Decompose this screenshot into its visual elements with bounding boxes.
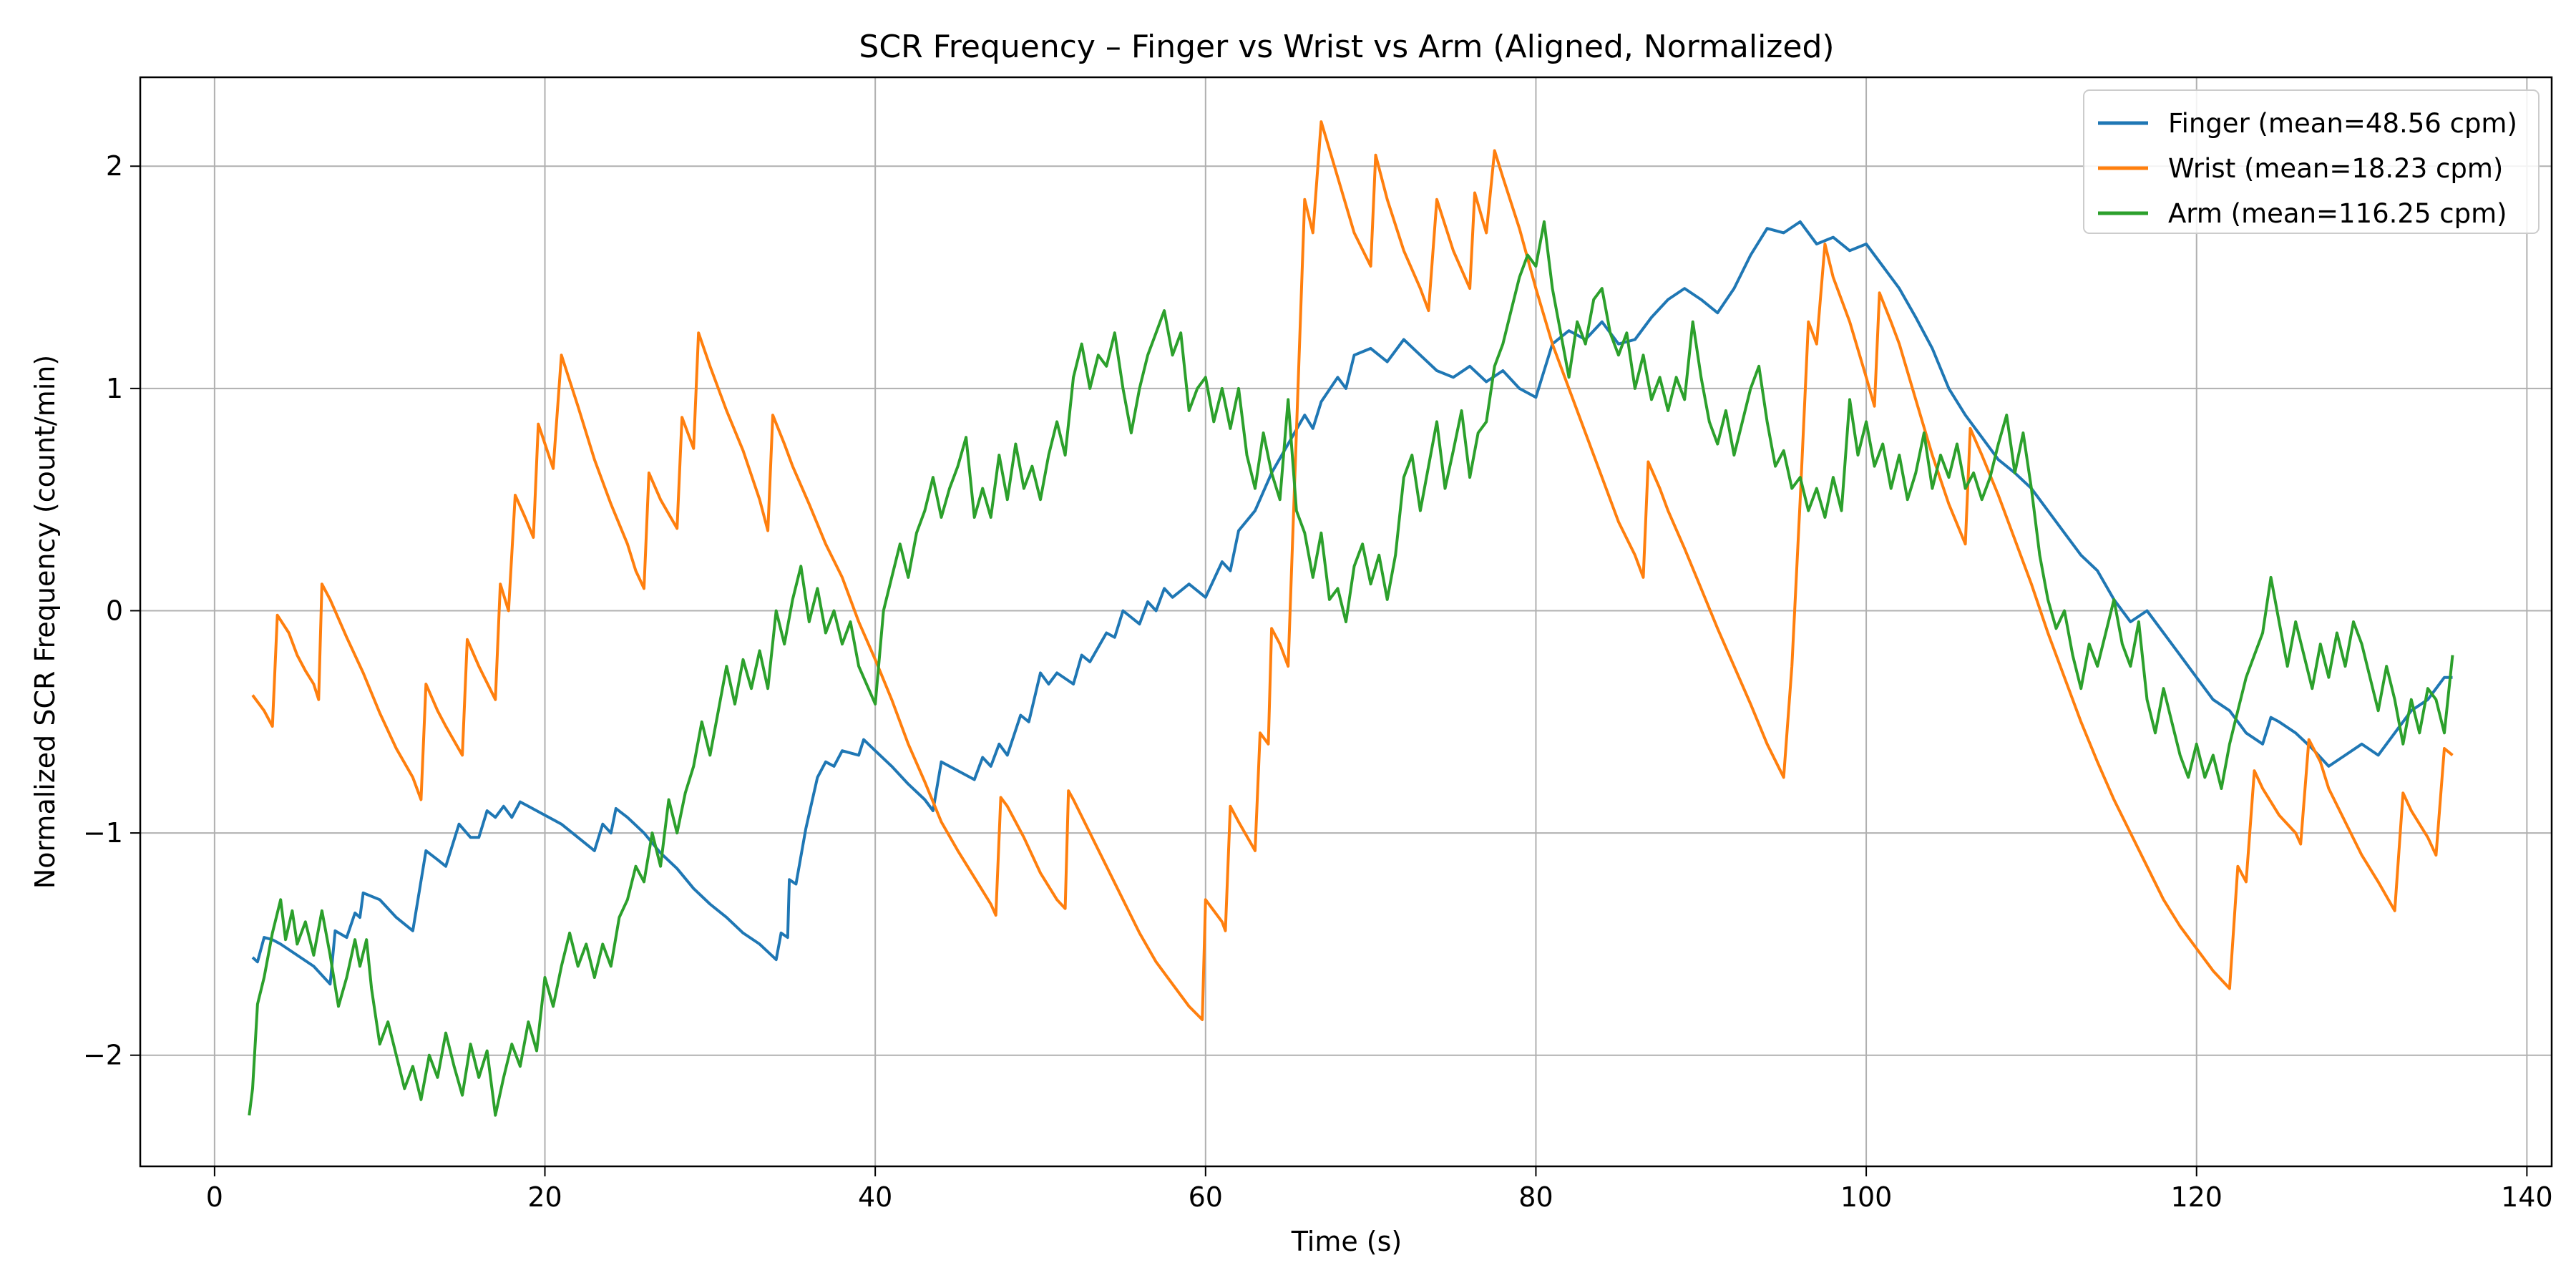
series-line-wrist — [251, 120, 2454, 1021]
x-tick-label: 140 — [2501, 1181, 2553, 1213]
x-tick-label: 80 — [1518, 1181, 1553, 1213]
y-axis-ticks: −2 −1 0 1 2 — [83, 150, 140, 1071]
axes-frame — [139, 76, 2553, 1168]
chart-title: SCR Frequency – Finger vs Wrist vs Arm (… — [859, 29, 1834, 65]
x-axis-ticks: 0 20 40 60 80 100 120 140 — [206, 1166, 2553, 1213]
y-tick-label: 0 — [106, 595, 123, 626]
legend-label-arm: Arm (mean=116.25 cpm) — [2168, 198, 2507, 229]
y-tick-label: 2 — [106, 150, 123, 182]
legend: Finger (mean=48.56 cpm) Wrist (mean=18.23… — [2083, 89, 2540, 234]
x-tick-label: 20 — [527, 1181, 562, 1213]
y-axis-label: Normalized SCR Frequency (count/min) — [29, 355, 61, 889]
x-tick-label: 40 — [858, 1181, 892, 1213]
grid-lines — [140, 77, 2552, 1166]
x-tick-label: 100 — [1840, 1181, 1893, 1213]
legend-box — [2083, 89, 2540, 234]
legend-label-wrist: Wrist (mean=18.23 cpm) — [2168, 153, 2503, 184]
series-line-finger — [251, 220, 2453, 986]
x-tick-label: 0 — [206, 1181, 223, 1213]
legend-label-finger: Finger (mean=48.56 cpm) — [2168, 108, 2517, 139]
x-tick-label: 120 — [2170, 1181, 2223, 1213]
x-tick-label: 60 — [1189, 1181, 1223, 1213]
plot-area — [248, 120, 2454, 1117]
x-axis-label: Time (s) — [1291, 1226, 1402, 1257]
y-tick-label: 1 — [106, 373, 123, 404]
y-tick-label: −2 — [83, 1040, 123, 1071]
series-line-arm — [248, 220, 2454, 1117]
y-tick-label: −1 — [83, 817, 123, 849]
